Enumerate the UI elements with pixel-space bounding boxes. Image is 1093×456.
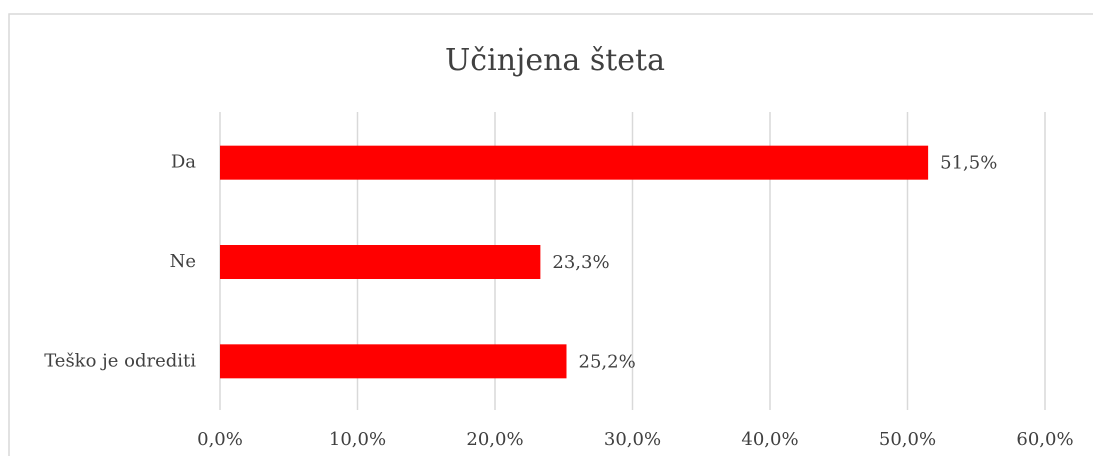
bar [220,344,567,379]
bar [220,245,541,279]
y-tick-label: Da [171,152,196,173]
x-tick-label: 60,0% [1016,429,1073,450]
chart-title: Učinjena šteta [445,43,665,78]
x-tick-label: 40,0% [741,429,798,450]
y-tick-label: Teško je odrediti [44,350,196,371]
value-label: 23,3% [552,252,609,273]
x-tick-label: 0,0% [197,429,243,450]
x-tick-label: 10,0% [329,429,386,450]
x-tick-label: 50,0% [879,429,936,450]
bar [220,145,929,180]
value-label: 25,2% [579,351,636,372]
value-label: 51,5% [940,153,997,174]
x-tick-label: 20,0% [466,429,523,450]
y-tick-label: Ne [170,251,196,272]
chart-frame [8,13,1093,456]
x-tick-label: 30,0% [604,429,661,450]
